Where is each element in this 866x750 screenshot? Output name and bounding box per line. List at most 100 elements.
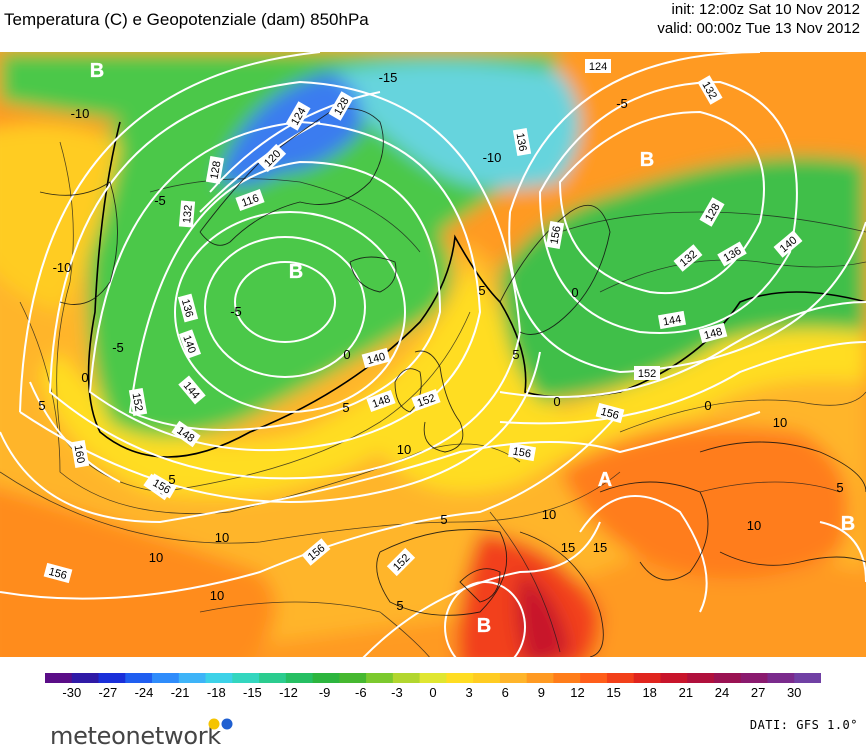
valid-time: valid: 00:00z Tue 13 Nov 2012 <box>657 20 860 37</box>
high-center-balkans: A <box>598 469 612 491</box>
geopotential-label: 156 <box>47 566 68 582</box>
colorbar-tick-label: 30 <box>786 685 802 700</box>
colorbar-segment <box>713 673 742 683</box>
low-center-scandinavia: B <box>640 149 654 171</box>
colorbar-tick-label: -3 <box>391 685 403 700</box>
isotherm-label: 0 <box>553 394 560 409</box>
temperature-field <box>0 52 866 657</box>
geopotential-label: 124 <box>589 61 607 73</box>
colorbar-segment <box>633 673 662 683</box>
geopotential-label: 136 <box>514 132 529 152</box>
logo-text: meteonetwork <box>50 722 221 750</box>
geopotential-label: 148 <box>703 326 724 342</box>
colorbar-tick-label: -21 <box>170 685 190 700</box>
isotherm-label: -10 <box>71 106 90 121</box>
isotherm-label: 0 <box>81 370 88 385</box>
isotherm-label: 5 <box>38 398 45 413</box>
isotherm-label: 10 <box>773 415 787 430</box>
colorbar-segment <box>419 673 447 683</box>
isotherm-label: 5 <box>512 347 519 362</box>
colorbar-tick-label: -18 <box>206 685 226 700</box>
low-center-algeria: B <box>477 615 491 637</box>
geopotential-label: 144 <box>662 313 682 328</box>
geopotential-label: 152 <box>130 392 145 412</box>
colorbar-segment <box>71 673 100 683</box>
colorbar-segment <box>580 673 608 683</box>
colorbar-segment <box>98 673 126 683</box>
colorbar-segment <box>125 673 153 683</box>
isotherm-label: -5 <box>616 96 628 111</box>
isotherm-label: 5 <box>342 400 349 415</box>
geopotential-contours <box>0 52 866 657</box>
geopotential-label: 140 <box>180 334 198 355</box>
geopotential-label: 116 <box>240 192 261 209</box>
colorbar-segment <box>446 673 474 683</box>
isotherm-label: 15 <box>561 540 575 555</box>
isotherm-label: -10 <box>483 150 502 165</box>
geopotential-label: 160 <box>72 444 87 464</box>
field-green-atlantic <box>87 98 452 438</box>
isotherm-label: 10 <box>215 530 229 545</box>
colorbar-tick-label: 9 <box>537 685 546 700</box>
geopotential-label: 132 <box>181 204 195 223</box>
colorbar-tick-label: 6 <box>501 685 509 700</box>
geopotential-label: 156 <box>512 445 532 460</box>
colorbar-tick-label: 12 <box>570 685 585 700</box>
isotherm-label: 15 <box>593 540 607 555</box>
colorbar <box>45 673 821 683</box>
logo-dots-icon <box>208 718 233 730</box>
field-green-scandinavia <box>500 156 866 402</box>
field-orange-southwest <box>0 487 276 657</box>
isotherm-label: 5 <box>168 472 175 487</box>
map-title: Temperatura (C) e Geopotenziale (dam) 85… <box>4 10 369 29</box>
colorbar-tick-label: -6 <box>355 685 367 700</box>
isotherm-label: 0 <box>571 285 578 300</box>
isotherm-label: 5 <box>478 283 485 298</box>
colorbar-tick-label: -15 <box>242 685 262 700</box>
colorbar-ticks: -30 -27 -24 -21 -18 -15 -12 -9 -6 -3 0 3 6 9 12 15 18 21 2… <box>45 685 821 705</box>
low-center-atlantic: B <box>289 261 303 283</box>
colorbar-segment <box>473 673 501 683</box>
colorbar-segment <box>205 673 233 683</box>
isotherm-label: 5 <box>836 480 843 495</box>
colorbar-tick-label: 3 <box>465 685 473 700</box>
geopotential-label: 140 <box>366 351 387 367</box>
geopotential-label: 128 <box>208 160 223 180</box>
isotherm-label: 10 <box>210 588 224 603</box>
geopotential-label: 152 <box>416 392 437 410</box>
colorbar-segment <box>660 673 688 683</box>
isotherm-label: -5 <box>154 193 166 208</box>
geopotential-label: 156 <box>599 406 620 422</box>
geopotential-label: 148 <box>371 393 392 411</box>
isotherm-label: -5 <box>230 304 242 319</box>
init-time: init: 12:00z Sat 10 Nov 2012 <box>671 1 860 18</box>
isotherm-label: 5 <box>440 512 447 527</box>
colorbar-segment <box>767 673 795 683</box>
isotherm-label: 0 <box>704 398 711 413</box>
colorbar-segment <box>794 673 821 683</box>
colorbar-segment <box>339 673 367 683</box>
colorbar-segment <box>366 673 394 683</box>
colorbar-segment <box>740 673 769 683</box>
isotherm-label: 10 <box>397 442 411 457</box>
colorbar-tick-label: 24 <box>714 685 730 700</box>
colorbar-tick-label: -27 <box>98 685 118 700</box>
weather-map: B B B A B B 124 132 136 128 120 116 128 … <box>0 52 866 657</box>
geopotential-label: 152 <box>638 368 656 380</box>
isotherm-label: -10 <box>53 260 72 275</box>
colorbar-tick-label: 18 <box>642 685 657 700</box>
colorbar-segment <box>606 673 635 683</box>
colorbar-segment <box>285 673 314 683</box>
isotherm-label: 10 <box>747 518 761 533</box>
colorbar-tick-label: -12 <box>279 685 298 700</box>
colorbar-tick-label: 27 <box>750 685 766 700</box>
colorbar-segment <box>259 673 287 683</box>
colorbar-tick-label: -24 <box>134 685 154 700</box>
isotherm-label: 10 <box>149 550 163 565</box>
colorbar-segment <box>526 673 555 683</box>
run-info: init: 12:00z Sat 10 Nov 2012 valid: 00:0… <box>657 0 860 38</box>
colorbar-tick-label: -9 <box>318 685 331 700</box>
colorbar-tick-label: 15 <box>606 685 621 700</box>
colorbar-tick-label: 21 <box>678 685 694 700</box>
isotherm-label: 10 <box>542 507 556 522</box>
